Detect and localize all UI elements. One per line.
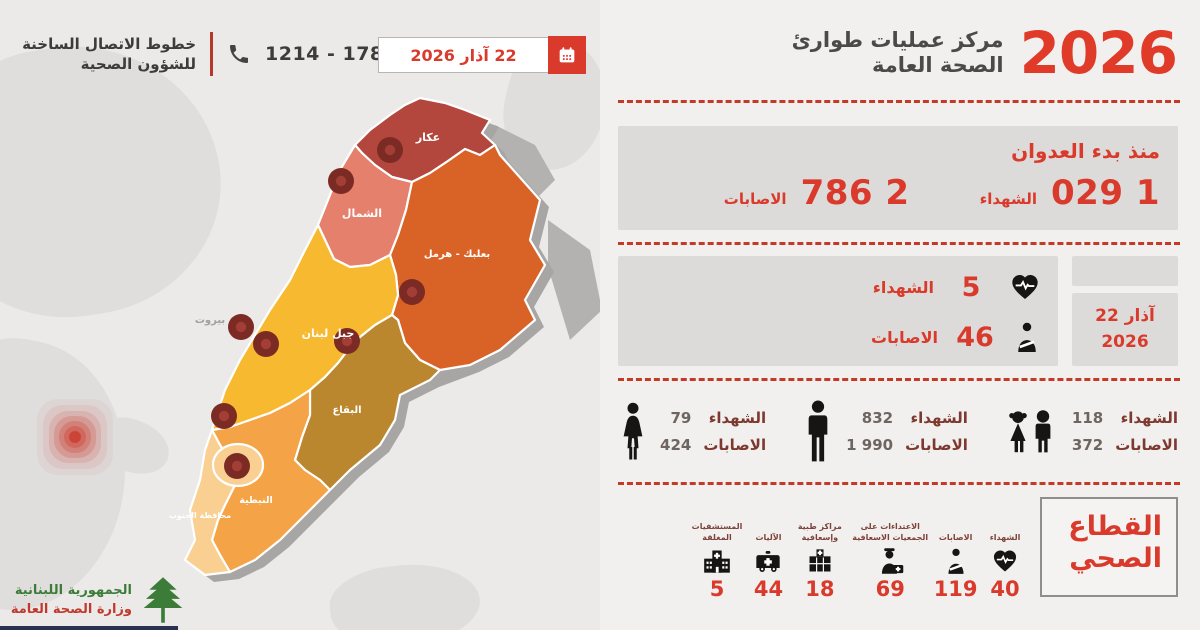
date-text: 22 آذار 2026: [410, 45, 517, 65]
injured-person-icon: [1018, 322, 1036, 352]
ministry-logo: الجمهورية اللبنانية وزارة الصحة العامة: [10, 575, 186, 625]
divider: [210, 32, 213, 76]
martyrs-total: 1 029: [1051, 173, 1160, 213]
injuries-total: 2 786: [800, 173, 910, 213]
daily-martyrs-label: الشهداء: [872, 277, 934, 297]
sector-medical-centers: مراكز طبية وإسعافية 18: [797, 522, 842, 601]
spacer-box: [1072, 256, 1178, 286]
women-martyrs-value: 79: [670, 409, 692, 427]
dashed-divider: [618, 100, 1180, 103]
calendar-icon: [548, 36, 586, 74]
women-group: الشهداء الاصابات 79 424: [618, 400, 766, 464]
daily-injuries-label: الاصابات: [871, 327, 938, 347]
children-martyrs-label: الشهداء: [1120, 409, 1178, 427]
since-aggression-title: منذ بدء العدوان: [1011, 139, 1160, 163]
daily-martyrs-value: 5: [961, 271, 981, 303]
injured-person-icon: [948, 548, 964, 574]
since-aggression-stats: 1 029 الشهداء 2 786 الاصابات: [618, 163, 1178, 213]
children-martyrs-value: 118: [1071, 409, 1104, 427]
phone-icon: [230, 45, 248, 63]
region-label-south: محافظة الجنوب: [169, 511, 231, 520]
health-sector-strip: الشهداء 40 الاصابات 119 الاعتداءات على ا…: [688, 496, 1028, 600]
men-martyrs-label: الشهداء: [910, 409, 968, 427]
man-icon: [808, 400, 828, 462]
children-injuries-value: 372: [1071, 436, 1104, 454]
neighbour-land-shape: [486, 125, 555, 197]
sector-martyrs: الشهداء 40: [989, 532, 1021, 601]
region-label-mount-lebanon: جبل لبنان: [302, 327, 355, 340]
children-group: الشهداء الاصابات 118 372: [1004, 405, 1178, 459]
dashed-divider: [618, 378, 1180, 381]
ministry-name: الجمهورية اللبنانية وزارة الصحة العامة: [10, 582, 132, 618]
daily-injuries-row: 46 الاصابات: [618, 312, 1058, 362]
children-icon: [1009, 410, 1051, 453]
cedar-tree-icon: [143, 577, 183, 623]
city-label-beirut: بيروت: [195, 315, 225, 326]
sector-closed-hospitals: المستشفيات المغلقة 5: [691, 522, 743, 601]
sector-injuries: الاصابات 119: [933, 532, 978, 601]
page-title: مركز عمليات طوارئ الصحة العامة: [791, 27, 1004, 77]
heart-pulse-icon: [1012, 275, 1038, 299]
region-label-north: الشمال: [342, 207, 382, 220]
women-injuries-label: الاصابات: [703, 436, 767, 454]
map-panel: خطوط الاتصال الساخنة للشؤون الصحية 1214 …: [0, 24, 600, 630]
region-label-bekaa: البقاع: [332, 405, 361, 416]
sector-attacks: الاعتداءات على الجمعيات الاسعافية 69: [852, 522, 929, 601]
daily-date-line1: 22 آذار: [1095, 306, 1155, 326]
footer-accent-strip: [0, 626, 178, 630]
daily-stats-box: 5 الشهداء 46 الاصابات: [618, 256, 1058, 366]
dashed-divider: [618, 482, 1180, 485]
woman-icon: [623, 402, 643, 460]
women-injuries-value: 424: [660, 436, 692, 454]
strike-markers: [211, 137, 425, 479]
men-injuries-label: الاصابات: [905, 436, 968, 454]
ambulance-icon: [756, 550, 781, 572]
daily-date-line2: 2026: [1101, 331, 1149, 352]
men-group: الشهداء الاصابات 832 1 990: [802, 400, 968, 464]
stats-panel: 2026 مركز عمليات طوارئ الصحة العامة منذ …: [600, 0, 1200, 630]
health-sector-box: القطاع الصحي: [1040, 497, 1178, 597]
epicenter-ripple-icon: [69, 431, 81, 443]
daily-injuries-value: 46: [956, 321, 994, 353]
region-label-nabatieh: النبطية: [239, 495, 272, 506]
date-badge: 22 آذار 2026: [378, 36, 586, 74]
year: 2026: [1019, 19, 1178, 87]
health-sector-title-line1: القطاع: [1068, 511, 1162, 542]
hospital-icon: [704, 550, 730, 573]
children-injuries-label: الاصابات: [1115, 436, 1178, 454]
demographics-strip: الشهداء الاصابات 118 372 الشهداء الاصابا…: [618, 392, 1178, 472]
health-sector-title-line2: الصحي: [1069, 543, 1162, 575]
injuries-label: الاصابات: [723, 190, 787, 208]
neighbour-land-shape: [548, 220, 600, 340]
dashed-divider: [618, 242, 1180, 245]
daily-date-box: 22 آذار 2026: [1072, 293, 1178, 366]
martyrs-label: الشهداء: [979, 190, 1037, 208]
region-label-akkar: عكار: [415, 131, 440, 144]
sector-vehicles: الآليات 44: [753, 532, 784, 601]
heart-pulse-icon: [993, 550, 1017, 572]
hotline-header: خطوط الاتصال الساخنة للشؤون الصحية 1214 …: [18, 32, 397, 76]
medical-center-icon: [809, 549, 831, 572]
hotline-label: خطوط الاتصال الساخنة للشؤون الصحية: [22, 34, 196, 73]
daily-martyrs-row: 5 الشهداء: [618, 262, 1058, 312]
lebanon-map: عكار الشمال بعلبك - هرمل جبل لبنان البقا…: [150, 85, 600, 595]
hotline-numbers: 1214 - 1787: [265, 43, 398, 65]
region-label-baalbek: بعلبك - هرمل: [424, 249, 490, 260]
since-aggression-box: منذ بدء العدوان 1 029 الشهداء 2 786 الاص…: [618, 126, 1178, 230]
men-injuries-value: 1 990: [846, 436, 894, 454]
paramedic-icon: [882, 548, 904, 574]
page-header: 2026 مركز عمليات طوارئ الصحة العامة: [620, 19, 1178, 87]
women-martyrs-label: الشهداء: [708, 409, 767, 427]
men-martyrs-value: 832: [861, 409, 894, 427]
